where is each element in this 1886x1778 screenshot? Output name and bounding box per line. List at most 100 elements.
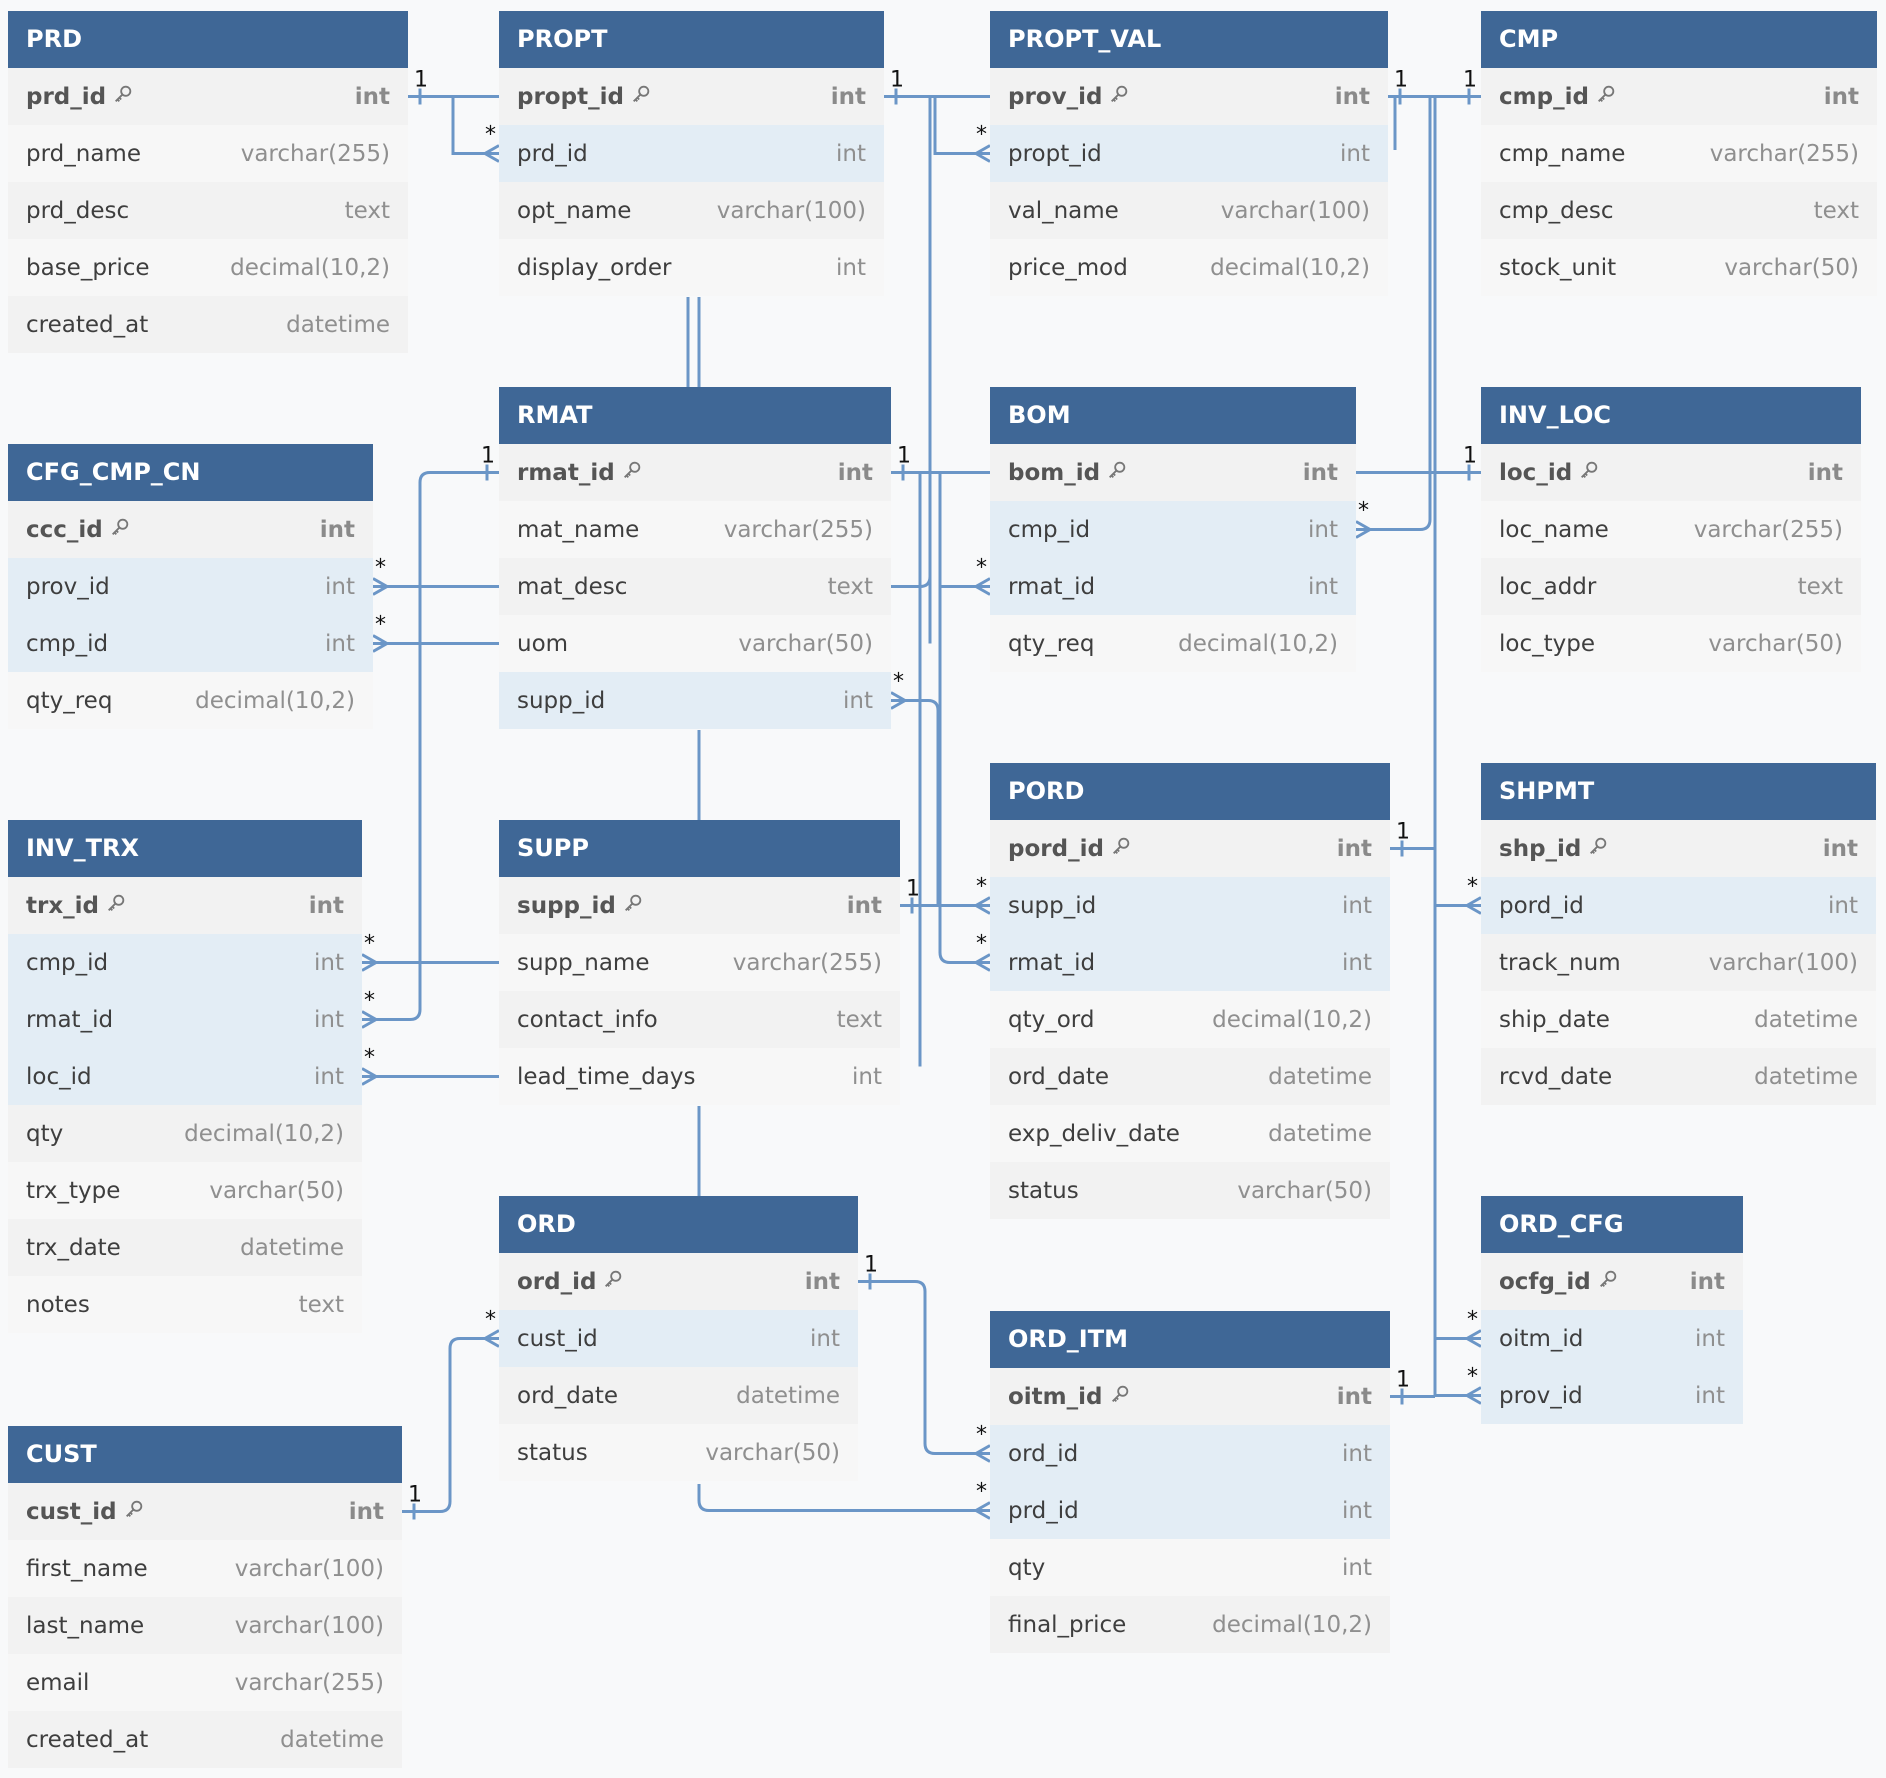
field-row[interactable]: contact_info text xyxy=(499,991,900,1048)
table-cfg-cmp-cn[interactable]: CFG_CMP_CN ccc_id int prov_id int cmp_id int qt… xyxy=(8,444,373,729)
table-propt-val[interactable]: PROPT_VAL prov_id int propt_id int val_name va… xyxy=(990,11,1388,296)
field-row[interactable]: trx_date datetime xyxy=(8,1219,362,1276)
field-row[interactable]: supp_name varchar(255) xyxy=(499,934,900,991)
field-row[interactable]: prd_id int xyxy=(990,1482,1390,1539)
field-row[interactable]: oitm_id int xyxy=(990,1368,1390,1425)
field-row[interactable]: loc_id int xyxy=(8,1048,362,1105)
field-row[interactable]: propt_id int xyxy=(499,68,884,125)
table-header[interactable]: RMAT xyxy=(499,387,891,444)
field-row[interactable]: cmp_id int xyxy=(8,934,362,991)
field-row[interactable]: base_price decimal(10,2) xyxy=(8,239,408,296)
field-row[interactable]: supp_id int xyxy=(499,877,900,934)
field-row[interactable]: cmp_desc text xyxy=(1481,182,1877,239)
field-row[interactable]: mat_desc text xyxy=(499,558,891,615)
field-row[interactable]: trx_type varchar(50) xyxy=(8,1162,362,1219)
field-row[interactable]: rmat_id int xyxy=(990,934,1390,991)
field-row[interactable]: qty int xyxy=(990,1539,1390,1596)
field-row[interactable]: ord_date datetime xyxy=(499,1367,858,1424)
field-row[interactable]: ocfg_id int xyxy=(1481,1253,1743,1310)
field-row[interactable]: qty_req decimal(10,2) xyxy=(8,672,373,729)
field-row[interactable]: loc_addr text xyxy=(1481,558,1861,615)
table-header[interactable]: SUPP xyxy=(499,820,900,877)
field-row[interactable]: rmat_id int xyxy=(8,991,362,1048)
field-row[interactable]: qty decimal(10,2) xyxy=(8,1105,362,1162)
table-cust[interactable]: CUST cust_id int first_name varchar(100) last… xyxy=(8,1426,402,1768)
field-row[interactable]: cmp_name varchar(255) xyxy=(1481,125,1877,182)
field-row[interactable]: prov_id int xyxy=(1481,1367,1743,1424)
field-row[interactable]: final_price decimal(10,2) xyxy=(990,1596,1390,1653)
field-row[interactable]: mat_name varchar(255) xyxy=(499,501,891,558)
field-row[interactable]: oitm_id int xyxy=(1481,1310,1743,1367)
table-header[interactable]: PRD xyxy=(8,11,408,68)
field-row[interactable]: exp_deliv_date datetime xyxy=(990,1105,1390,1162)
table-bom[interactable]: BOM bom_id int cmp_id int rmat_id int qty_req de… xyxy=(990,387,1356,672)
field-row[interactable]: cmp_id int xyxy=(990,501,1356,558)
field-row[interactable]: pord_id int xyxy=(990,820,1390,877)
field-row[interactable]: created_at datetime xyxy=(8,296,408,353)
field-row[interactable]: display_order int xyxy=(499,239,884,296)
field-row[interactable]: loc_type varchar(50) xyxy=(1481,615,1861,672)
table-header[interactable]: INV_LOC xyxy=(1481,387,1861,444)
field-row[interactable]: track_num varchar(100) xyxy=(1481,934,1876,991)
field-row[interactable]: lead_time_days int xyxy=(499,1048,900,1105)
table-header[interactable]: INV_TRX xyxy=(8,820,362,877)
field-row[interactable]: email varchar(255) xyxy=(8,1654,402,1711)
field-row[interactable]: bom_id int xyxy=(990,444,1356,501)
field-row[interactable]: loc_name varchar(255) xyxy=(1481,501,1861,558)
table-cmp[interactable]: CMP cmp_id int cmp_name varchar(255) cmp_desc… xyxy=(1481,11,1877,296)
field-row[interactable]: prd_id int xyxy=(499,125,884,182)
field-row[interactable]: status varchar(50) xyxy=(499,1424,858,1481)
table-pord[interactable]: PORD pord_id int supp_id int rmat_id int qty_or… xyxy=(990,763,1390,1219)
field-row[interactable]: prd_id int xyxy=(8,68,408,125)
field-row[interactable]: last_name varchar(100) xyxy=(8,1597,402,1654)
field-row[interactable]: first_name varchar(100) xyxy=(8,1540,402,1597)
table-prd[interactable]: PRD prd_id int prd_name varchar(255) prd_desc… xyxy=(8,11,408,353)
field-row[interactable]: cmp_id int xyxy=(1481,68,1877,125)
field-row[interactable]: ord_id int xyxy=(499,1253,858,1310)
field-row[interactable]: ord_id int xyxy=(990,1425,1390,1482)
table-supp[interactable]: SUPP supp_id int supp_name varchar(255) conta… xyxy=(499,820,900,1105)
field-row[interactable]: prd_desc text xyxy=(8,182,408,239)
table-header[interactable]: CUST xyxy=(8,1426,402,1483)
table-header[interactable]: SHPMT xyxy=(1481,763,1876,820)
field-row[interactable]: ord_date datetime xyxy=(990,1048,1390,1105)
table-propt[interactable]: PROPT propt_id int prd_id int opt_name varchar… xyxy=(499,11,884,296)
table-ord-cfg[interactable]: ORD_CFG ocfg_id int oitm_id int prov_id int xyxy=(1481,1196,1743,1424)
table-inv-trx[interactable]: INV_TRX trx_id int cmp_id int rmat_id int loc_i… xyxy=(8,820,362,1333)
table-header[interactable]: CMP xyxy=(1481,11,1877,68)
field-row[interactable]: cust_id int xyxy=(8,1483,402,1540)
field-row[interactable]: notes text xyxy=(8,1276,362,1333)
table-header[interactable]: BOM xyxy=(990,387,1356,444)
field-row[interactable]: ccc_id int xyxy=(8,501,373,558)
table-ord[interactable]: ORD ord_id int cust_id int ord_date datetime st… xyxy=(499,1196,858,1481)
field-row[interactable]: ship_date datetime xyxy=(1481,991,1876,1048)
table-shpmt[interactable]: SHPMT shp_id int pord_id int track_num varchar… xyxy=(1481,763,1876,1105)
table-header[interactable]: ORD_ITM xyxy=(990,1311,1390,1368)
field-row[interactable]: supp_id int xyxy=(990,877,1390,934)
table-inv-loc[interactable]: INV_LOC loc_id int loc_name varchar(255) loc_… xyxy=(1481,387,1861,672)
field-row[interactable]: created_at datetime xyxy=(8,1711,402,1768)
field-row[interactable]: opt_name varchar(100) xyxy=(499,182,884,239)
field-row[interactable]: status varchar(50) xyxy=(990,1162,1390,1219)
field-row[interactable]: rmat_id int xyxy=(990,558,1356,615)
field-row[interactable]: price_mod decimal(10,2) xyxy=(990,239,1388,296)
field-row[interactable]: pord_id int xyxy=(1481,877,1876,934)
field-row[interactable]: qty_ord decimal(10,2) xyxy=(990,991,1390,1048)
field-row[interactable]: propt_id int xyxy=(990,125,1388,182)
table-header[interactable]: CFG_CMP_CN xyxy=(8,444,373,501)
field-row[interactable]: cmp_id int xyxy=(8,615,373,672)
field-row[interactable]: prov_id int xyxy=(990,68,1388,125)
field-row[interactable]: cust_id int xyxy=(499,1310,858,1367)
field-row[interactable]: shp_id int xyxy=(1481,820,1876,877)
table-rmat[interactable]: RMAT rmat_id int mat_name varchar(255) mat_de… xyxy=(499,387,891,729)
table-header[interactable]: PROPT xyxy=(499,11,884,68)
table-header[interactable]: ORD_CFG xyxy=(1481,1196,1743,1253)
table-header[interactable]: ORD xyxy=(499,1196,858,1253)
field-row[interactable]: prov_id int xyxy=(8,558,373,615)
field-row[interactable]: rcvd_date datetime xyxy=(1481,1048,1876,1105)
field-row[interactable]: val_name varchar(100) xyxy=(990,182,1388,239)
field-row[interactable]: stock_unit varchar(50) xyxy=(1481,239,1877,296)
field-row[interactable]: prd_name varchar(255) xyxy=(8,125,408,182)
field-row[interactable]: qty_req decimal(10,2) xyxy=(990,615,1356,672)
field-row[interactable]: trx_id int xyxy=(8,877,362,934)
